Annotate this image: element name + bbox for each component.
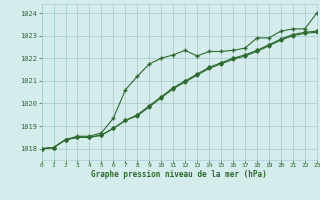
X-axis label: Graphe pression niveau de la mer (hPa): Graphe pression niveau de la mer (hPa) <box>91 170 267 179</box>
